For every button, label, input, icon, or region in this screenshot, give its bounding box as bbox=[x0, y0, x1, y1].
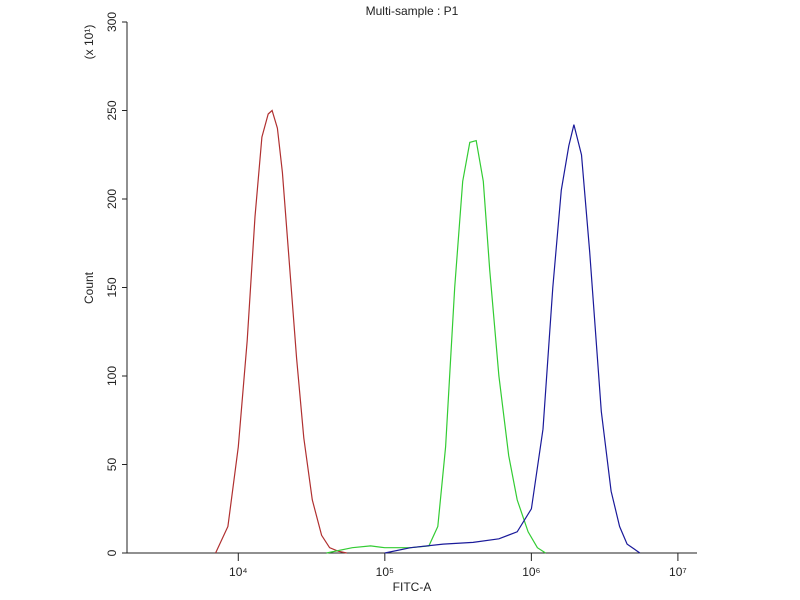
series-line bbox=[215, 109, 347, 554]
y-tick-label: 300 bbox=[105, 12, 119, 32]
y-axis-label: Count bbox=[82, 271, 96, 304]
series-line bbox=[384, 124, 641, 554]
chart-title: Multi-sample : P1 bbox=[366, 4, 459, 18]
x-axis-label: FITC-A bbox=[393, 580, 432, 594]
y-tick-label: 50 bbox=[105, 458, 119, 472]
x-tick-label: 10⁷ bbox=[669, 565, 687, 579]
x-tick-label: 10⁵ bbox=[376, 565, 394, 579]
y-tick-label: 200 bbox=[105, 189, 119, 209]
series-line bbox=[326, 139, 546, 554]
y-multiplier: (x 10¹) bbox=[82, 25, 96, 60]
x-tick-label: 10⁴ bbox=[229, 565, 248, 579]
y-tick-label: 150 bbox=[105, 277, 119, 297]
x-tick-label: 10⁶ bbox=[522, 565, 540, 579]
y-tick-label: 0 bbox=[105, 549, 119, 556]
y-tick-label: 250 bbox=[105, 100, 119, 120]
y-tick-label: 100 bbox=[105, 366, 119, 386]
